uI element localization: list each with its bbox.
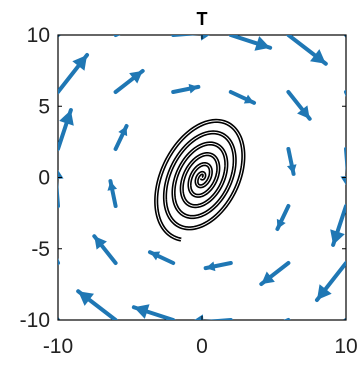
quiver-arrow-head [23, 275, 38, 291]
y-tick-label: 0 [38, 167, 50, 190]
quiver-arrow-head [261, 271, 275, 285]
quiver-arrow-head [205, 261, 216, 272]
quiver-arrow-head [58, 170, 64, 179]
quiver-arrow-head [59, 110, 74, 126]
quiver-arrow [245, 318, 291, 340]
quiver-arrow-head [143, 14, 159, 28]
quiver-arrow-head [87, 0, 103, 15]
quiver-arrow [286, 147, 297, 176]
quiver-arrow [113, 124, 129, 151]
quiver-arrow-head [310, 49, 326, 64]
quiver-arrow [147, 250, 176, 265]
quiver-arrow-head [78, 291, 94, 306]
y-tick-label: -5 [31, 238, 50, 261]
quiver-arrow-head [276, 218, 286, 229]
quiver-arrow-shaft [344, 90, 346, 97]
quiver-arrow-head [297, 105, 310, 119]
quiver-arrow-head [316, 284, 332, 301]
quiver-arrow-head [188, 83, 199, 94]
quiver-arrow [344, 35, 346, 39]
quiver-arrow-head [194, 314, 204, 320]
chart-title: T [197, 9, 208, 29]
quiver-arrow [275, 204, 291, 231]
axes-box [57, 34, 347, 321]
quiver-arrow [92, 234, 118, 265]
quiver-arrow [314, 261, 346, 303]
quiver-arrow-head [94, 236, 107, 250]
y-tick-label: 10 [27, 24, 50, 47]
x-tick-label: 0 [196, 335, 208, 358]
quiver-arrow [259, 261, 291, 287]
y-tick-label: 5 [38, 95, 50, 118]
quiver-arrow [340, 147, 346, 185]
x-tick-label: -10 [43, 335, 73, 358]
quiver-arrow-head [340, 176, 346, 185]
quiver-arrow-head [37, 220, 51, 236]
trajectory-outer [154, 118, 246, 242]
quiver-arrow-head [286, 164, 297, 174]
quiver-arrow-head [330, 229, 345, 245]
trajectory-inner [155, 120, 244, 241]
quiver-arrow [113, 14, 159, 37]
quiver-arrow [58, 108, 74, 151]
quiver-arrow [171, 83, 201, 94]
plot-area: -10 0 10 -10 -5 0 5 10 T [20, 0, 360, 358]
x-tick-label: 10 [334, 335, 357, 358]
quiver-arrow-shaft [58, 35, 62, 37]
quiver-arrow [344, 90, 360, 135]
quiver-arrow [58, 170, 64, 208]
quiver-arrow [228, 90, 257, 105]
quiver-arrow [171, 35, 210, 41]
quiver-arrow-head [149, 251, 161, 261]
quiver-arrow-shaft [283, 318, 291, 320]
quiver-arrow-head [353, 119, 360, 135]
quiver-arrow [76, 289, 118, 320]
quiver-arrow [131, 304, 176, 320]
quiver-arrow-head [200, 35, 210, 41]
quiver-arrow [58, 52, 90, 94]
quiver-arrow [286, 35, 328, 66]
quiver-arrow [228, 35, 273, 51]
quiver-arrow-head [107, 181, 118, 191]
quiver-arrow [107, 179, 118, 208]
quiver-arrow [330, 204, 346, 247]
quiver-arrow-head [254, 36, 271, 51]
quiver-arrow [203, 261, 233, 272]
quiver-arrow-shaft [344, 35, 346, 39]
quiver-arrow-head [243, 94, 255, 104]
quiver-arrow [194, 314, 233, 320]
quiver-arrow-head [129, 70, 143, 84]
quiver-arrow [113, 68, 145, 94]
quiver-arrow-head [245, 326, 261, 340]
quiver-arrow [58, 0, 103, 37]
plot-content [23, 0, 360, 355]
quiver-arrow [286, 90, 312, 121]
quiver-arrow-head [133, 304, 150, 319]
quiver-arrow-shaft [113, 35, 121, 37]
y-tick-label: -10 [20, 309, 50, 332]
quiver-arrow-head [72, 54, 88, 71]
quiver-arrow-head [118, 126, 128, 137]
quiver-arrow-head [301, 340, 317, 355]
